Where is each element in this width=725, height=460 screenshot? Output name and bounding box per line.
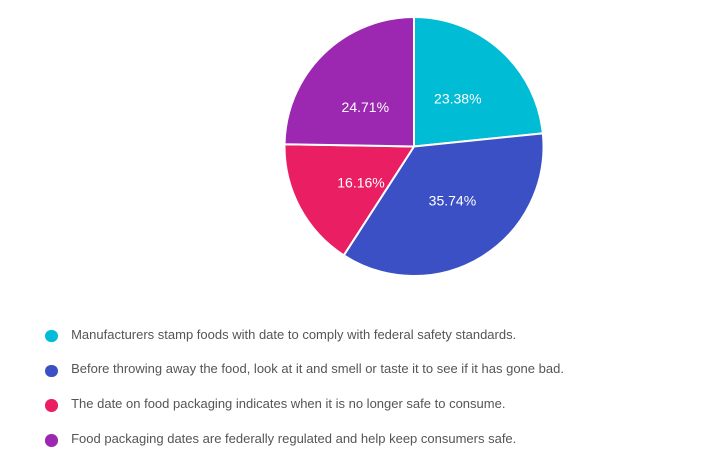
svg-text:16.16%: 16.16% (337, 175, 384, 191)
svg-text:24.71%: 24.71% (342, 99, 389, 115)
svg-text:35.74%: 35.74% (429, 192, 476, 208)
svg-text:23.38%: 23.38% (434, 91, 481, 107)
